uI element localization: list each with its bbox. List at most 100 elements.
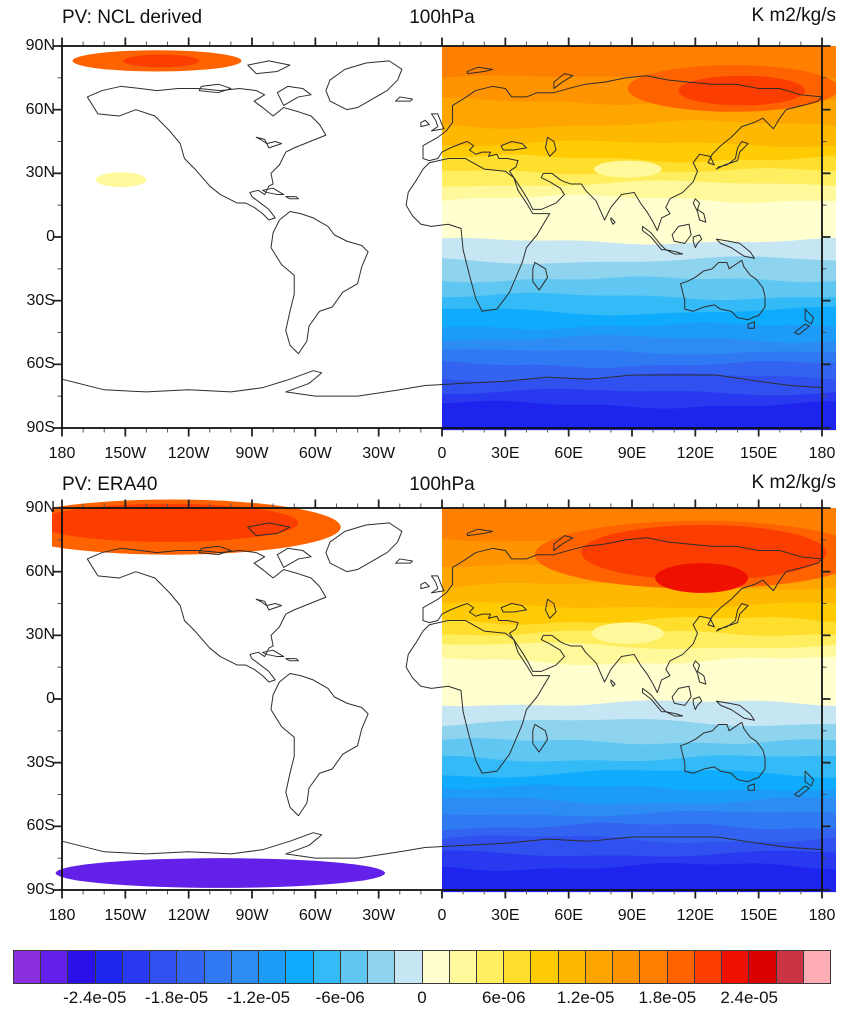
coastline-cuba [263, 650, 284, 656]
colorbar-box [121, 950, 151, 984]
colorbar-label: -1.2e-05 [226, 988, 291, 1007]
lon-tick-label: 60E [554, 445, 583, 462]
lon-tick-label: 150W [104, 907, 147, 924]
lat-tick-label: 30N [25, 626, 55, 644]
coastline-north-america [87, 86, 326, 220]
coastline-africa [406, 158, 550, 311]
coastline-north-america [87, 548, 326, 682]
contour-band [442, 120, 843, 149]
contour-band [442, 656, 843, 708]
lat-tick-label: 60N [25, 562, 55, 580]
lon-tick-label: 0 [437, 445, 447, 462]
coastline-greenland [326, 61, 402, 110]
contour-band [442, 276, 843, 302]
contour-band [442, 719, 843, 746]
colorbar-box [176, 950, 205, 984]
panel-1-title-center: 100hPa [409, 7, 475, 28]
lat-tick-label: 90S [26, 419, 55, 436]
colorbar-box [312, 950, 341, 984]
colorbar-box [639, 950, 668, 984]
coastline-sumatra [643, 226, 666, 249]
coastline-sri-lanka [611, 680, 615, 686]
contour-band [442, 140, 843, 164]
lon-tick-label: 120W [167, 907, 210, 924]
lon-tick-label: 180 [808, 907, 836, 924]
coastline-iceland [396, 559, 413, 563]
contour-anomaly-cell [678, 75, 806, 106]
lat-tick-label: 0 [46, 690, 55, 707]
contour-band [442, 292, 843, 317]
coastline-ireland [421, 120, 429, 126]
contour-band [442, 237, 843, 265]
coastline-sulawesi [693, 697, 701, 710]
coastline-victoria-island [199, 84, 231, 92]
coastline-caspian-sea [545, 137, 556, 156]
contour-anomaly-cell [123, 54, 200, 68]
coastline-united-kingdom [431, 114, 444, 131]
coastline-victoria-island [199, 546, 231, 554]
contour-band [442, 194, 843, 246]
coastline-eurasia [423, 76, 822, 231]
colorbar-box [13, 950, 42, 984]
map-svg-panel-1 [53, 37, 843, 437]
lon-tick-label: 150E [739, 445, 778, 462]
coastline-borneo [672, 224, 691, 243]
contour-anomaly-cell [591, 622, 664, 644]
colorbar-label: -6e-06 [315, 988, 365, 1007]
contour-band [442, 306, 843, 331]
colorbar-box [421, 950, 450, 984]
coastline-new-zealand-south [795, 324, 810, 335]
coastline-ellesmere-island [248, 523, 290, 536]
colorbar [13, 950, 832, 984]
coastline-black-sea [501, 142, 526, 150]
colorbar-box [230, 950, 260, 984]
colorbar-box [693, 950, 723, 984]
coastline-tasmania [748, 322, 754, 328]
coastline-japan [716, 142, 748, 170]
colorbar-box [503, 950, 532, 984]
contour-band [442, 360, 843, 383]
contour-anomaly-cell [655, 563, 749, 593]
lon-tick-label: 90W [235, 445, 269, 462]
contour-anomaly-cell [594, 160, 662, 178]
coastline-java [666, 250, 683, 254]
coastline-tasmania [748, 784, 754, 790]
lat-tick-label: 30S [26, 753, 55, 771]
lat-tick-label: 60S [26, 817, 55, 835]
lon-tick-label: 30E [491, 445, 520, 462]
lat-tick-label: 60S [26, 355, 55, 373]
colorbar-box [94, 950, 123, 984]
colorbar-label: 6e-06 [482, 988, 526, 1007]
coastline-black-sea [501, 604, 526, 612]
colorbar-box [802, 950, 832, 984]
lon-tick-label: 60W [298, 907, 332, 924]
colorbar-box [612, 950, 641, 984]
contour-anomaly-cell [36, 503, 299, 542]
coastline-cuba [263, 188, 284, 194]
coastline-africa [406, 620, 550, 773]
coastline-sumatra [643, 688, 666, 711]
colorbar-label: -1.8e-05 [144, 988, 209, 1007]
coastline-antarctica-coast [62, 371, 822, 396]
contour-anomaly-cell [95, 172, 147, 188]
colorbar-label: 2.4e-05 [720, 988, 779, 1007]
coastline-great-lakes [256, 599, 281, 610]
colorbar-box [530, 950, 559, 984]
lat-tick-label: 0 [46, 228, 55, 245]
coastline-iceland [396, 97, 413, 101]
contour-band [442, 322, 843, 344]
coastline-new-zealand-north [805, 771, 813, 786]
contour-band [442, 334, 843, 356]
coastline-south-america [271, 674, 368, 816]
lon-tick-label: 90E [617, 907, 647, 924]
panel-2-title-left: PV: ERA40 [62, 474, 158, 495]
coastline-novaya-zemlya [554, 74, 573, 89]
panel-1-title-left: PV: NCL derived [62, 7, 203, 28]
map-frame [61, 45, 823, 429]
lon-tick-label: 150W [104, 445, 147, 462]
coastline-south-america [271, 212, 368, 354]
lat-tick-label: 90S [26, 881, 55, 898]
coastline-great-lakes [256, 137, 281, 148]
lon-tick-label: 90E [617, 445, 647, 462]
